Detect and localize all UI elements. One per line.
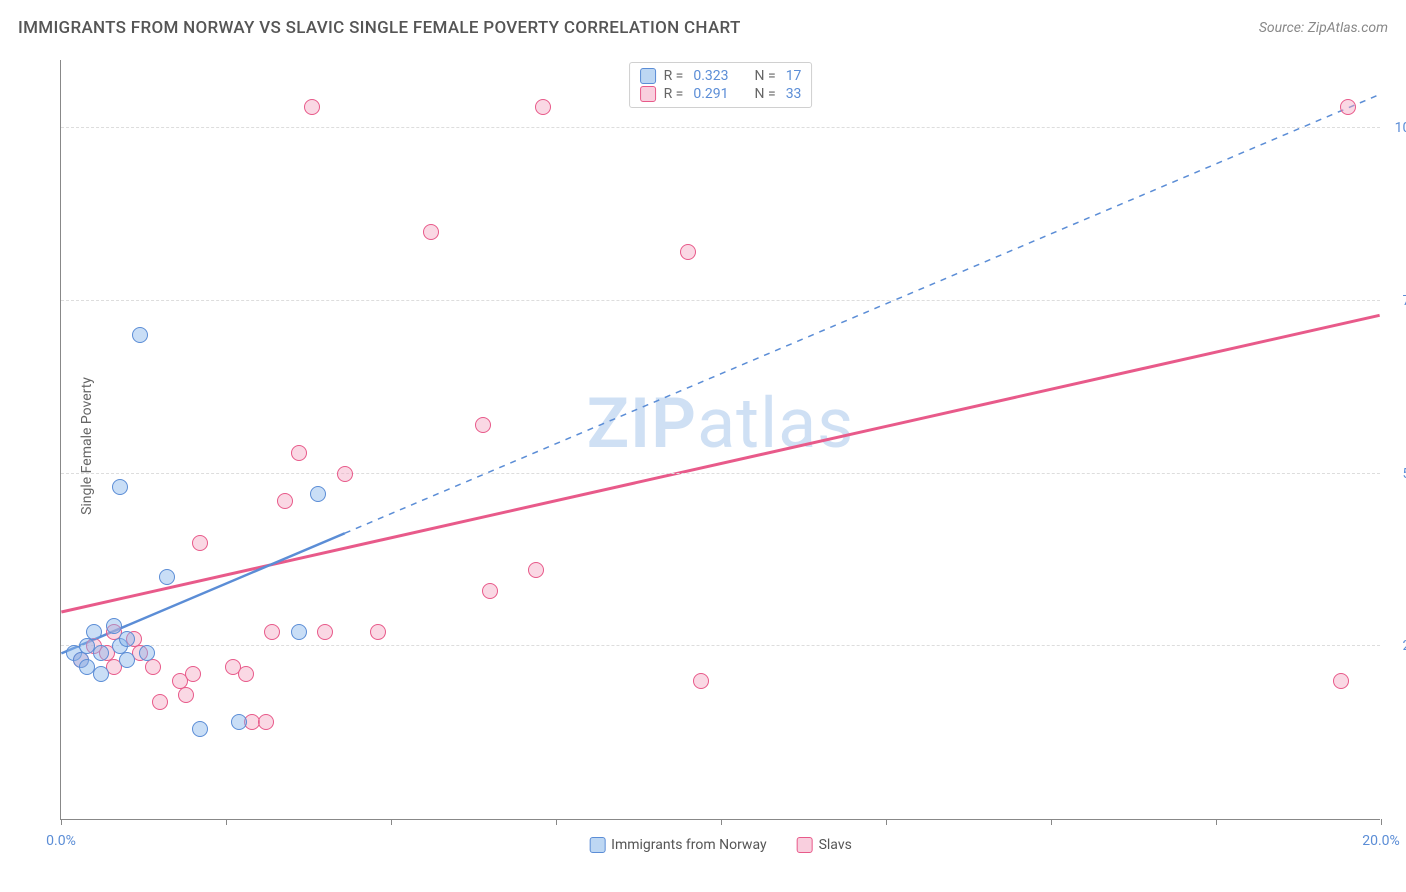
data-point-blue [139,645,155,661]
data-point-pink [238,666,254,682]
data-point-pink [185,666,201,682]
x-tick [1381,819,1382,825]
series-legend: Immigrants from Norway Slavs [589,837,852,853]
x-tick-label: 20.0% [1362,833,1400,849]
x-tick [226,819,227,825]
source-attribution: Source: ZipAtlas.com [1259,20,1388,36]
data-point-blue [132,327,148,343]
legend-row-pink: R = 0.291 N = 33 [640,85,802,103]
data-point-pink [264,624,280,640]
data-point-blue [93,666,109,682]
data-point-pink [528,562,544,578]
data-point-blue [119,631,135,647]
x-tick [721,819,722,825]
data-point-pink [258,714,274,730]
gridline-h [61,473,1380,474]
data-point-pink [475,417,491,433]
data-point-pink [277,493,293,509]
data-point-blue [159,569,175,585]
x-tick [886,819,887,825]
data-point-blue [192,721,208,737]
correlation-legend: R = 0.323 N = 17 R = 0.291 N = 33 [629,62,813,108]
y-tick-label: 100.0% [1385,120,1406,136]
x-tick [556,819,557,825]
data-point-pink [1333,673,1349,689]
data-point-pink [317,624,333,640]
legend-item-pink: Slavs [797,837,852,853]
data-point-blue [119,652,135,668]
scatter-plot-area: ZIPatlas R = 0.323 N = 17 R = 0.291 N = … [60,60,1380,820]
data-point-pink [337,466,353,482]
data-point-blue [291,624,307,640]
swatch-pink [640,86,656,102]
data-point-pink [178,687,194,703]
data-point-pink [693,673,709,689]
gridline-h [61,300,1380,301]
data-point-blue [93,645,109,661]
data-point-pink [370,624,386,640]
data-point-pink [152,694,168,710]
gridline-h [61,127,1380,128]
gridline-h [61,645,1380,646]
data-point-blue [310,486,326,502]
data-point-pink [145,659,161,675]
x-tick [1216,819,1217,825]
x-tick-label: 0.0% [46,833,76,849]
legend-row-blue: R = 0.323 N = 17 [640,67,802,85]
x-tick [61,819,62,825]
data-point-pink [304,99,320,115]
watermark: ZIPatlas [587,383,855,465]
data-point-blue [86,624,102,640]
data-point-pink [680,244,696,260]
legend-item-blue: Immigrants from Norway [589,837,766,853]
data-point-blue [106,618,122,634]
data-point-pink [482,583,498,599]
data-point-blue [231,714,247,730]
y-tick-label: 75.0% [1385,293,1406,309]
y-tick-label: 25.0% [1385,638,1406,654]
trend-lines [61,60,1380,819]
data-point-pink [291,445,307,461]
data-point-pink [1340,99,1356,115]
y-tick-label: 50.0% [1385,466,1406,482]
data-point-pink [423,224,439,240]
chart-title: IMMIGRANTS FROM NORWAY VS SLAVIC SINGLE … [18,18,741,38]
data-point-blue [112,479,128,495]
swatch-blue [640,68,656,84]
data-point-pink [192,535,208,551]
x-tick [1051,819,1052,825]
data-point-pink [535,99,551,115]
x-tick [391,819,392,825]
